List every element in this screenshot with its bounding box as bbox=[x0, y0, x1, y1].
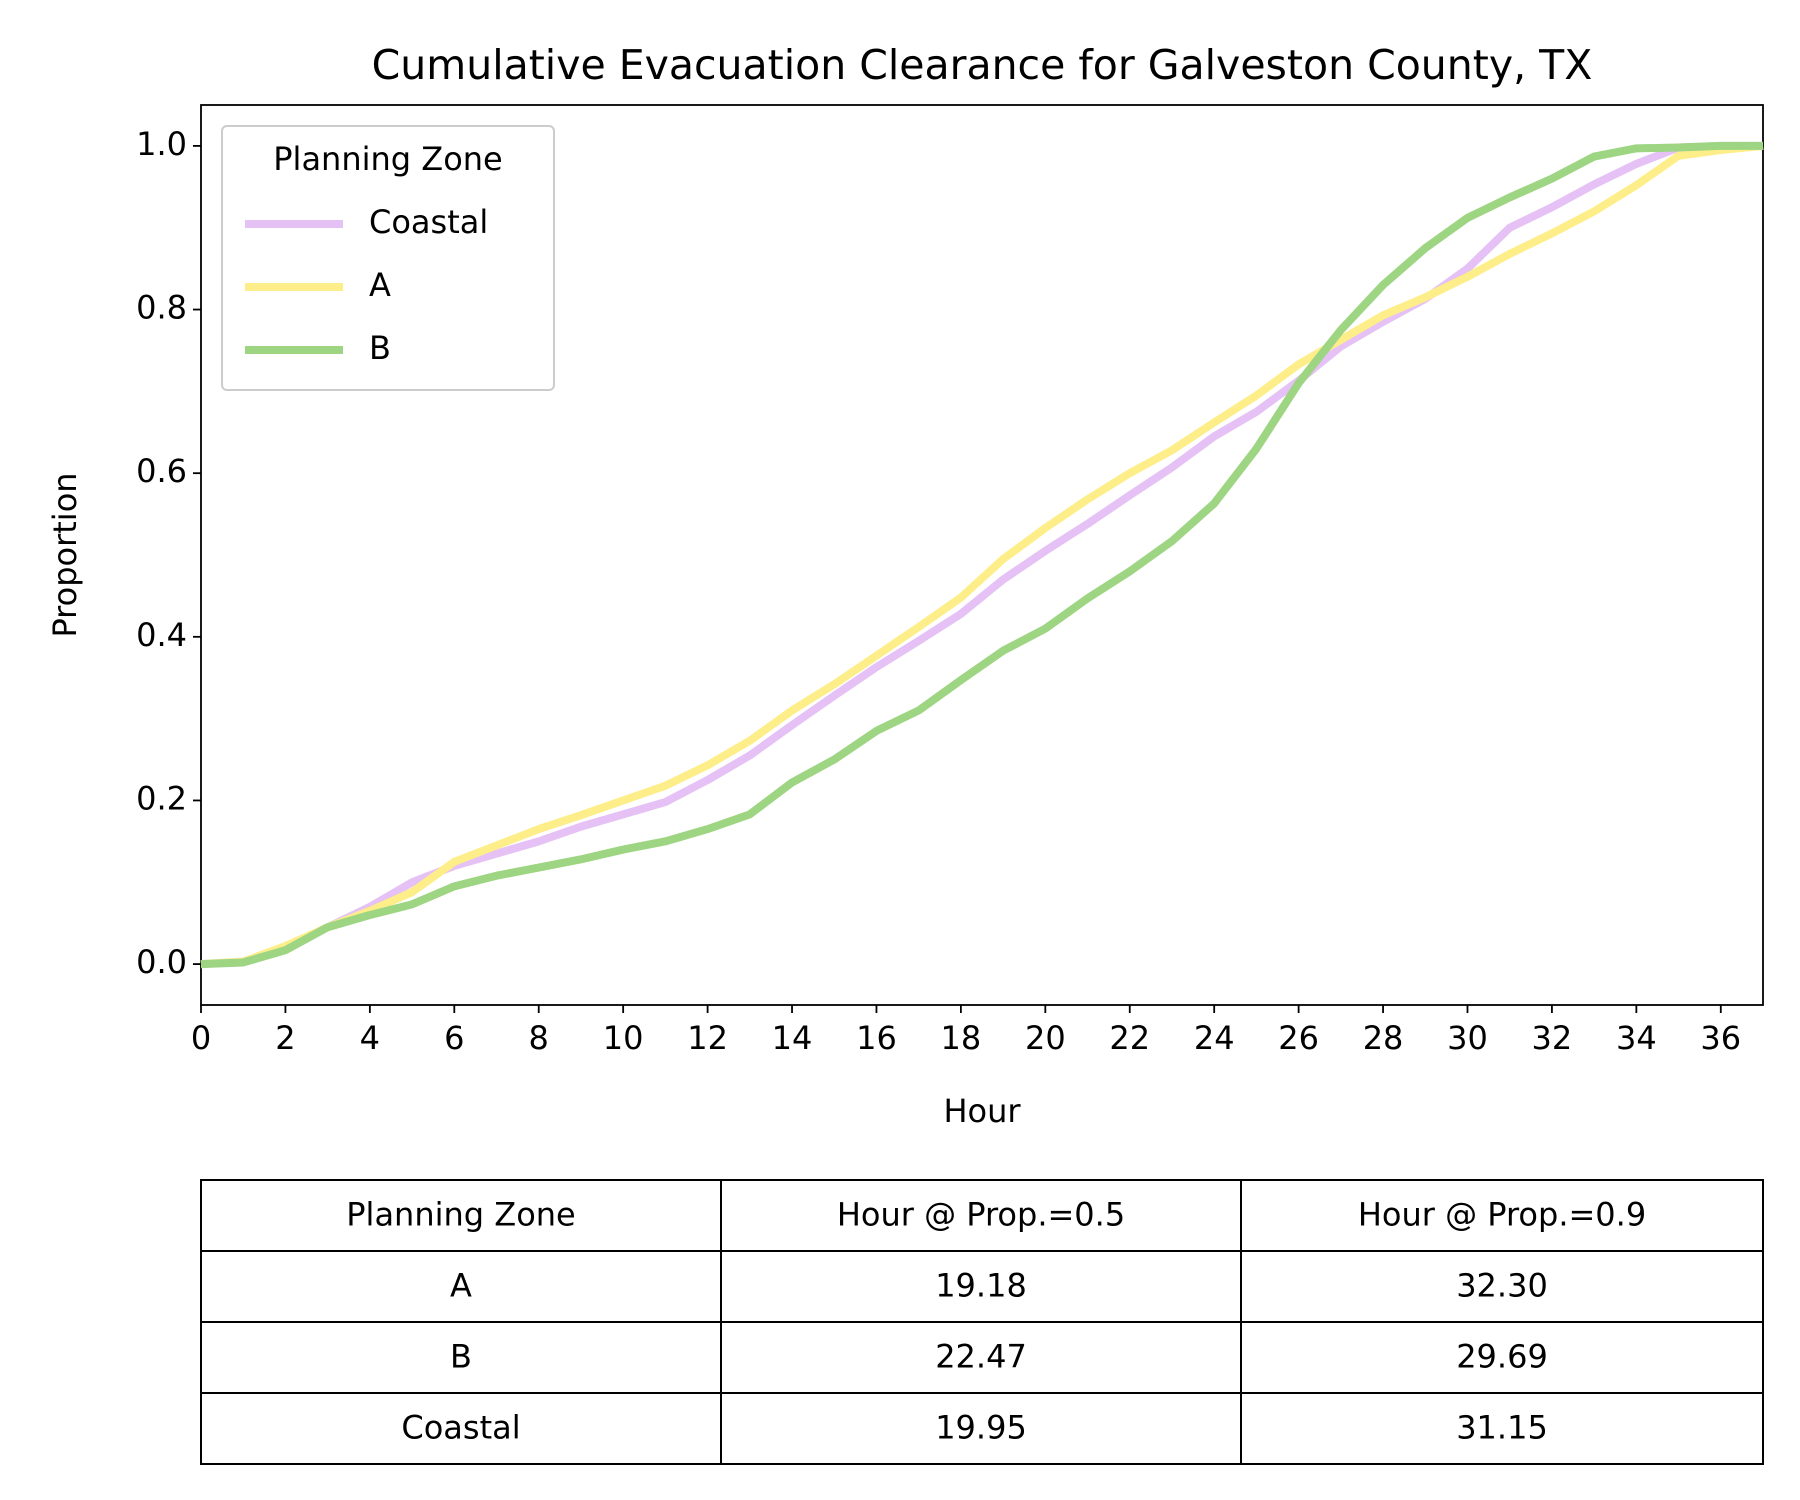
x-tick-label: 4 bbox=[360, 1019, 380, 1057]
x-tick-label: 28 bbox=[1363, 1019, 1404, 1057]
table-cell-text: 22.47 bbox=[935, 1338, 1027, 1376]
x-tick-label: 30 bbox=[1447, 1019, 1488, 1057]
table-cell-text: A bbox=[450, 1267, 472, 1305]
table-cell bbox=[1240, 1321, 1764, 1394]
table-cell-text: 19.95 bbox=[935, 1409, 1027, 1447]
y-axis-label: Proportion bbox=[46, 472, 84, 637]
x-axis-label: Hour bbox=[943, 1092, 1021, 1130]
table-header: Hour @ Prop.=0.9 bbox=[1358, 1196, 1646, 1234]
series-line bbox=[200, 141, 1763, 969]
table-cell-text: 31.15 bbox=[1456, 1409, 1548, 1447]
x-tick-label: 0 bbox=[191, 1019, 211, 1057]
y-tick-label: 0.4 bbox=[136, 616, 187, 654]
legend-label: B bbox=[369, 329, 391, 367]
table-cell-text: B bbox=[450, 1338, 472, 1376]
table-cell bbox=[720, 1392, 1242, 1465]
table-cell-text: 19.18 bbox=[935, 1267, 1027, 1305]
x-tick-label: 12 bbox=[687, 1019, 728, 1057]
x-tick-label: 16 bbox=[856, 1019, 897, 1057]
y-tick-label: 0.6 bbox=[136, 452, 187, 490]
x-tick-label: 6 bbox=[444, 1019, 464, 1057]
x-tick-label: 20 bbox=[1025, 1019, 1066, 1057]
x-tick-label: 10 bbox=[603, 1019, 644, 1057]
legend-title: Planning Zone bbox=[273, 140, 502, 178]
table-header: Hour @ Prop.=0.5 bbox=[837, 1196, 1125, 1234]
x-tick-label: 34 bbox=[1616, 1019, 1657, 1057]
series-line bbox=[200, 141, 1764, 969]
table-cell bbox=[200, 1392, 722, 1465]
table-cell-text: Coastal bbox=[401, 1409, 520, 1447]
table-cell bbox=[720, 1321, 1242, 1394]
x-tick-label: 22 bbox=[1109, 1019, 1150, 1057]
x-tick-label: 26 bbox=[1278, 1019, 1319, 1057]
x-tick-label: 32 bbox=[1532, 1019, 1573, 1057]
table-cell bbox=[1240, 1392, 1764, 1465]
legend-label: A bbox=[369, 266, 391, 304]
x-tick-label: 24 bbox=[1194, 1019, 1235, 1057]
x-tick-label: 14 bbox=[772, 1019, 813, 1057]
legend-label: Coastal bbox=[369, 203, 488, 241]
table-cell-text: 32.30 bbox=[1456, 1267, 1548, 1305]
series-line bbox=[200, 141, 1763, 969]
table-header: Planning Zone bbox=[346, 1196, 575, 1234]
table-cell bbox=[1240, 1250, 1764, 1323]
table-cell bbox=[200, 1250, 722, 1323]
x-tick-label: 36 bbox=[1700, 1019, 1741, 1057]
y-tick-label: 1.0 bbox=[136, 125, 187, 163]
chart-title: Cumulative Evacuation Clearance for Galv… bbox=[372, 41, 1593, 89]
x-tick-label: 8 bbox=[529, 1019, 549, 1057]
y-tick-label: 0.2 bbox=[136, 779, 187, 817]
y-tick-label: 0.0 bbox=[136, 943, 187, 981]
table-cell-text: 29.69 bbox=[1456, 1338, 1548, 1376]
x-tick-label: 18 bbox=[941, 1019, 982, 1057]
table-cell bbox=[1240, 1179, 1764, 1252]
y-tick-label: 0.8 bbox=[136, 289, 187, 327]
table-cell bbox=[720, 1179, 1242, 1252]
plot-frame bbox=[200, 104, 1764, 1006]
legend-box bbox=[221, 125, 555, 391]
x-tick-label: 2 bbox=[275, 1019, 295, 1057]
